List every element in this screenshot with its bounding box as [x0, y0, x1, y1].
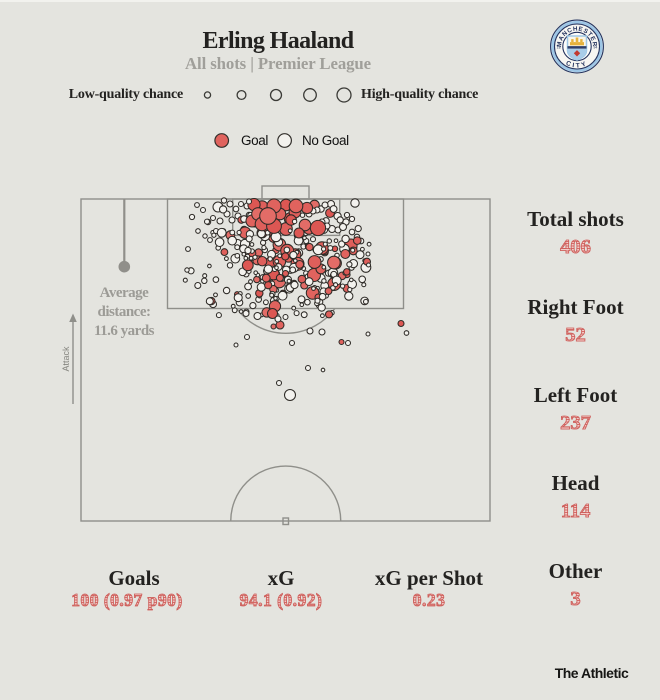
svg-text:94: 94	[593, 45, 597, 49]
svg-text:CITY: CITY	[565, 60, 589, 70]
svg-text:18: 18	[557, 45, 561, 49]
